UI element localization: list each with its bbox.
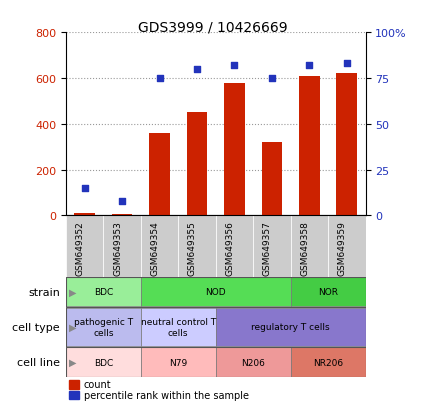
- Bar: [215, 308, 366, 346]
- Text: ▶: ▶: [69, 322, 76, 332]
- Point: [193, 66, 200, 73]
- Bar: [261, 143, 282, 216]
- Bar: [74, 214, 95, 216]
- Text: GSM649356: GSM649356: [225, 221, 235, 275]
- Bar: [141, 216, 178, 277]
- Bar: [66, 308, 141, 346]
- Bar: [291, 216, 328, 277]
- Bar: [178, 216, 215, 277]
- Text: ▶: ▶: [69, 287, 76, 297]
- Bar: [66, 216, 103, 277]
- Bar: [328, 216, 366, 277]
- Bar: [215, 348, 291, 377]
- Text: ▶: ▶: [69, 357, 76, 367]
- Bar: [299, 76, 320, 216]
- Text: NOD: NOD: [205, 287, 226, 297]
- Text: GSM649353: GSM649353: [113, 221, 122, 275]
- Bar: [69, 392, 79, 399]
- Text: N206: N206: [241, 358, 265, 367]
- Bar: [66, 278, 141, 307]
- Text: cell line: cell line: [17, 357, 60, 367]
- Bar: [69, 380, 79, 389]
- Point: [119, 198, 125, 204]
- Bar: [149, 134, 170, 216]
- Text: strain: strain: [28, 287, 60, 297]
- Text: neutral control T
cells: neutral control T cells: [141, 318, 216, 337]
- Text: GSM649354: GSM649354: [150, 221, 159, 275]
- Text: NOR: NOR: [318, 287, 338, 297]
- Bar: [291, 348, 366, 377]
- Text: count: count: [84, 380, 111, 389]
- Text: N79: N79: [169, 358, 187, 367]
- Bar: [112, 215, 132, 216]
- Bar: [291, 278, 366, 307]
- Text: GSM649357: GSM649357: [263, 221, 272, 275]
- Bar: [103, 216, 141, 277]
- Bar: [66, 348, 141, 377]
- Bar: [187, 113, 207, 216]
- Text: GSM649355: GSM649355: [188, 221, 197, 275]
- Text: regulatory T cells: regulatory T cells: [251, 323, 330, 332]
- Text: cell type: cell type: [12, 322, 60, 332]
- Text: pathogenic T
cells: pathogenic T cells: [74, 318, 133, 337]
- Bar: [337, 74, 357, 216]
- Text: percentile rank within the sample: percentile rank within the sample: [84, 390, 249, 400]
- Point: [343, 61, 350, 67]
- Bar: [141, 348, 215, 377]
- Bar: [141, 278, 291, 307]
- Bar: [141, 308, 215, 346]
- Bar: [215, 216, 253, 277]
- Text: GSM649358: GSM649358: [300, 221, 309, 275]
- Point: [231, 63, 238, 69]
- Bar: [224, 83, 245, 216]
- Text: GSM649359: GSM649359: [338, 221, 347, 275]
- Point: [156, 76, 163, 82]
- Point: [306, 63, 313, 69]
- Text: NR206: NR206: [313, 358, 343, 367]
- Text: BDC: BDC: [94, 287, 113, 297]
- Text: BDC: BDC: [94, 358, 113, 367]
- Text: GSM649352: GSM649352: [76, 221, 85, 275]
- Point: [81, 185, 88, 192]
- Bar: [253, 216, 291, 277]
- Point: [269, 76, 275, 82]
- Text: GDS3999 / 10426669: GDS3999 / 10426669: [138, 21, 287, 35]
